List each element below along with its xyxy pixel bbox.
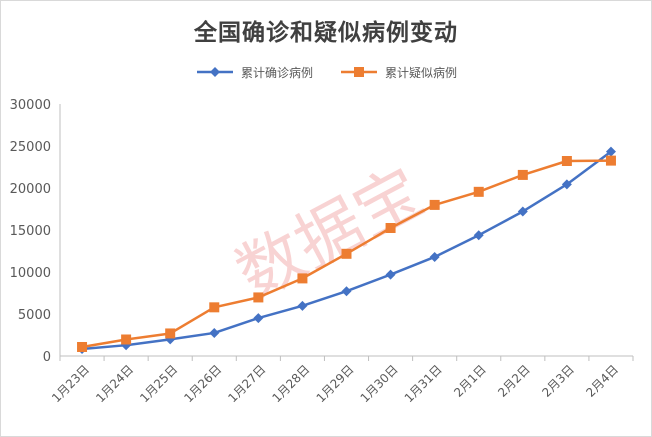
y-tick-label: 5000 [18, 308, 51, 323]
data-point-suspected [429, 199, 440, 210]
legend-swatch-suspected [341, 67, 377, 77]
x-tick-label: 1月24日 [93, 362, 136, 405]
data-point-suspected [385, 223, 396, 234]
data-point-suspected [77, 341, 88, 352]
chart-legend: 累计确诊病例 累计疑似病例 [1, 61, 651, 83]
data-point-suspected [121, 334, 132, 345]
data-point-confirmed [605, 146, 616, 157]
legend-item-confirmed: 累计确诊病例 [195, 64, 313, 81]
data-point-confirmed [209, 327, 220, 338]
data-point-suspected [605, 155, 616, 166]
data-point-suspected [209, 302, 220, 313]
x-tick-label: 1月26日 [181, 362, 224, 405]
x-tick-label: 1月30日 [358, 362, 401, 405]
x-tick-label: 1月23日 [49, 362, 92, 405]
legend-label-confirmed: 累计确诊病例 [240, 65, 313, 80]
x-tick-label: 1月31日 [402, 362, 445, 405]
x-tick-label: 2月4日 [583, 362, 621, 400]
x-tick-label: 2月3日 [539, 362, 577, 400]
data-point-suspected [165, 328, 176, 339]
data-point-suspected [297, 273, 308, 284]
x-tick-label: 2月2日 [495, 362, 533, 400]
y-tick-label: 20000 [10, 182, 51, 197]
x-tick-label: 1月28日 [269, 362, 312, 405]
data-point-confirmed [473, 230, 484, 241]
data-point-confirmed [297, 300, 308, 311]
data-point-suspected [253, 292, 264, 303]
y-tick-label: 0 [43, 350, 51, 365]
y-tick-label: 25000 [10, 140, 51, 155]
data-point-suspected [561, 156, 572, 167]
legend-label-suspected: 累计疑似病例 [385, 65, 458, 80]
y-tick-label: 30000 [10, 98, 51, 113]
data-point-suspected [473, 186, 484, 197]
data-point-confirmed [253, 313, 264, 324]
x-tick-label: 1月29日 [314, 362, 357, 405]
x-tick-label: 2月1日 [451, 362, 489, 400]
data-point-confirmed [385, 269, 396, 280]
data-point-suspected [517, 169, 528, 180]
data-point-confirmed [429, 251, 440, 262]
legend-swatch-confirmed [196, 67, 233, 77]
data-point-confirmed [341, 286, 352, 297]
x-tick-label: 1月27日 [225, 362, 268, 405]
legend-item-suspected: 累计疑似病例 [339, 64, 457, 81]
data-point-suspected [341, 248, 352, 259]
y-tick-label: 15000 [10, 224, 51, 239]
x-tick-label: 1月25日 [137, 362, 180, 405]
data-point-confirmed [561, 179, 572, 190]
watermark-text: 数据宝 [224, 153, 435, 314]
data-point-confirmed [517, 206, 528, 217]
y-tick-label: 10000 [10, 266, 51, 281]
chart-title: 全国确诊和疑似病例变动 [194, 20, 458, 46]
